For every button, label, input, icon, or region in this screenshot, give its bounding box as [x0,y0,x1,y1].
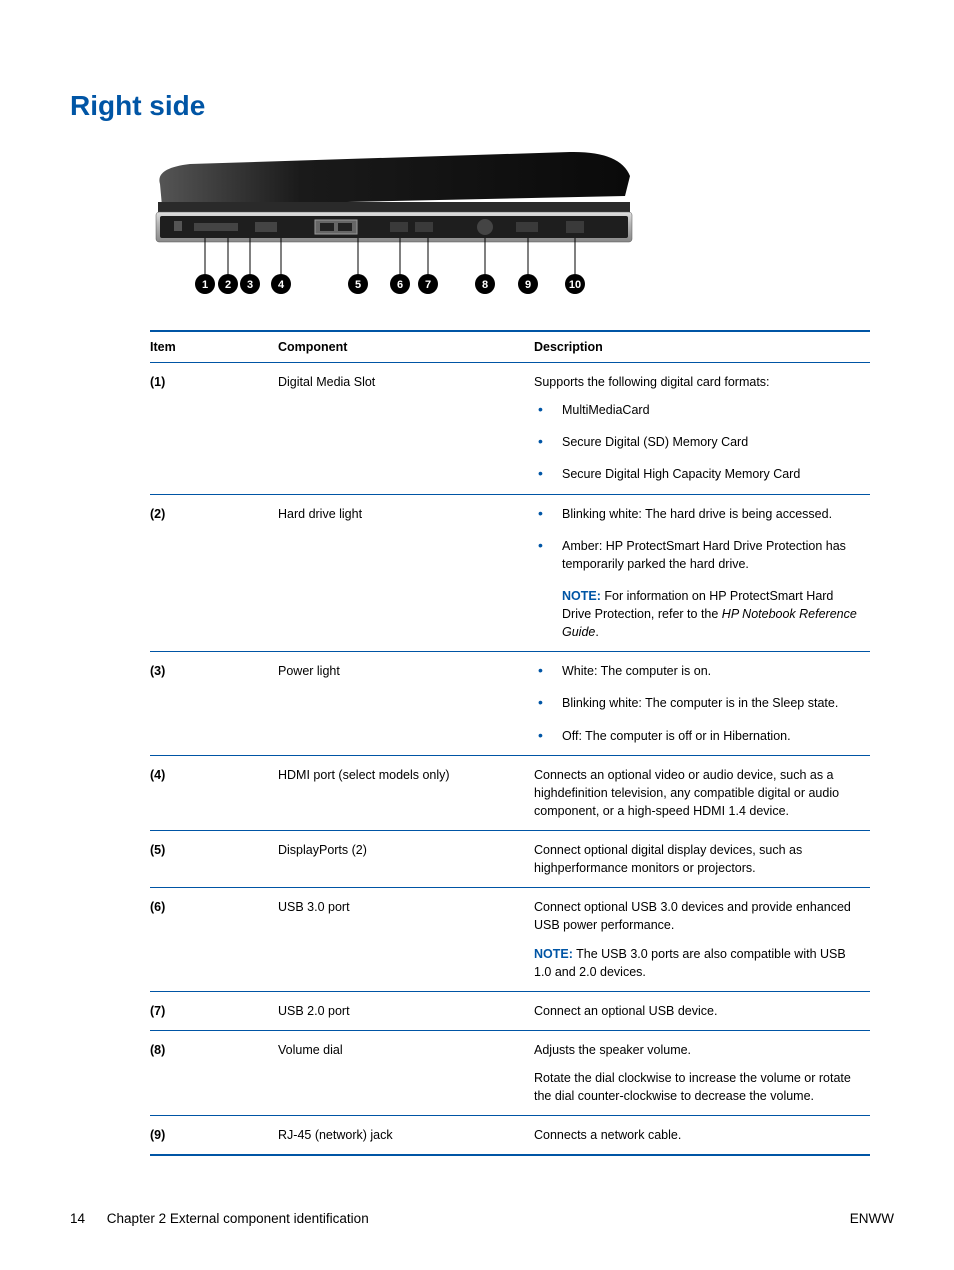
desc-text: Connect optional USB 3.0 devices and pro… [534,898,866,934]
desc-bullet-list: Blinking white: The hard drive is being … [534,505,866,573]
table-row: (5)DisplayPorts (2)Connect optional digi… [150,831,870,888]
footer-right: ENWW [850,1211,894,1226]
cell-item: (8) [150,1030,278,1115]
desc-text: Connects an optional video or audio devi… [534,766,866,820]
svg-text:7: 7 [425,279,431,291]
chapter-label: Chapter 2 External component identificat… [107,1211,369,1226]
cell-component: Digital Media Slot [278,363,534,495]
desc-bullet: Blinking white: The computer is in the S… [534,694,866,712]
desc-text: Adjusts the speaker volume. [534,1041,866,1059]
cell-item: (4) [150,755,278,830]
cell-description: Connect optional USB 3.0 devices and pro… [534,888,870,992]
cell-description: Adjusts the speaker volume. Rotate the di… [534,1030,870,1115]
cell-description: Blinking white: The hard drive is being … [534,494,870,652]
page-title: Right side [70,90,894,122]
cell-description: White: The computer is on. Blinking white… [534,652,870,755]
desc-text: Connect an optional USB device. [534,1002,866,1020]
note-italic: HP Notebook Reference Guide [562,607,857,639]
desc-bullet: Secure Digital (SD) Memory Card [534,433,866,451]
cell-description: Connects an optional video or audio devi… [534,755,870,830]
svg-text:5: 5 [355,279,361,291]
cell-component: Power light [278,652,534,755]
table-row: (8)Volume dialAdjusts the speaker volume… [150,1030,870,1115]
cell-component: USB 3.0 port [278,888,534,992]
table-row: (6)USB 3.0 portConnect optional USB 3.0 … [150,888,870,992]
table-row: (7)USB 2.0 portConnect an optional USB d… [150,991,870,1030]
cell-item: (6) [150,888,278,992]
desc-bullet: Secure Digital High Capacity Memory Card [534,465,866,483]
desc-bullet: Blinking white: The hard drive is being … [534,505,866,523]
desc-bullet: Off: The computer is off or in Hibernati… [534,727,866,745]
desc-note: NOTE: The USB 3.0 ports are also compati… [534,945,866,981]
desc-bullet: Amber: HP ProtectSmart Hard Drive Protec… [534,537,866,573]
header-item: Item [150,331,278,363]
table-header-row: Item Component Description [150,331,870,363]
cell-item: (7) [150,991,278,1030]
cell-item: (1) [150,363,278,495]
cell-item: (3) [150,652,278,755]
cell-description: Connect optional digital display devices… [534,831,870,888]
note-label: NOTE: [562,589,601,603]
cell-item: (9) [150,1116,278,1156]
cell-description: Supports the following digital card form… [534,363,870,495]
cell-component: RJ-45 (network) jack [278,1116,534,1156]
table-row: (4)HDMI port (select models only)Connect… [150,755,870,830]
table-row: (2)Hard drive lightBlinking white: The h… [150,494,870,652]
header-description: Description [534,331,870,363]
desc-bullet-list: White: The computer is on. Blinking white… [534,662,866,744]
cell-item: (2) [150,494,278,652]
table-row: (9)RJ-45 (network) jackConnects a networ… [150,1116,870,1156]
desc-bullet: White: The computer is on. [534,662,866,680]
table-row: (3)Power lightWhite: The computer is on.… [150,652,870,755]
footer-left: 14 Chapter 2 External component identifi… [70,1211,369,1226]
cell-description: Connect an optional USB device. [534,991,870,1030]
cell-description: Connects a network cable. [534,1116,870,1156]
cell-component: USB 2.0 port [278,991,534,1030]
header-component: Component [278,331,534,363]
page-footer: 14 Chapter 2 External component identifi… [70,1211,894,1226]
svg-text:9: 9 [525,279,531,291]
desc-note: NOTE: For information on HP ProtectSmart… [534,587,866,641]
desc-bullet-list: MultiMediaCard Secure Digital (SD) Memory… [534,401,866,483]
component-table: Item Component Description (1)Digital Me… [150,330,870,1156]
laptop-diagram: 1 2 3 4 5 6 7 8 9 10 [150,146,710,306]
desc-text: Rotate the dial clockwise to increase th… [534,1069,866,1105]
svg-text:3: 3 [247,279,253,291]
table-row: (1)Digital Media SlotSupports the follow… [150,363,870,495]
desc-text: Supports the following digital card form… [534,373,866,391]
note-label: NOTE: [534,947,573,961]
cell-component: DisplayPorts (2) [278,831,534,888]
page-number: 14 [70,1211,85,1226]
desc-text: Connects a network cable. [534,1126,866,1144]
svg-text:6: 6 [397,279,403,291]
cell-component: Hard drive light [278,494,534,652]
svg-text:2: 2 [225,279,231,291]
cell-component: HDMI port (select models only) [278,755,534,830]
svg-text:4: 4 [278,279,285,291]
cell-item: (5) [150,831,278,888]
desc-bullet: MultiMediaCard [534,401,866,419]
svg-text:1: 1 [202,279,208,291]
svg-text:10: 10 [569,279,581,291]
desc-text: Connect optional digital display devices… [534,841,866,877]
cell-component: Volume dial [278,1030,534,1115]
svg-text:8: 8 [482,279,488,291]
